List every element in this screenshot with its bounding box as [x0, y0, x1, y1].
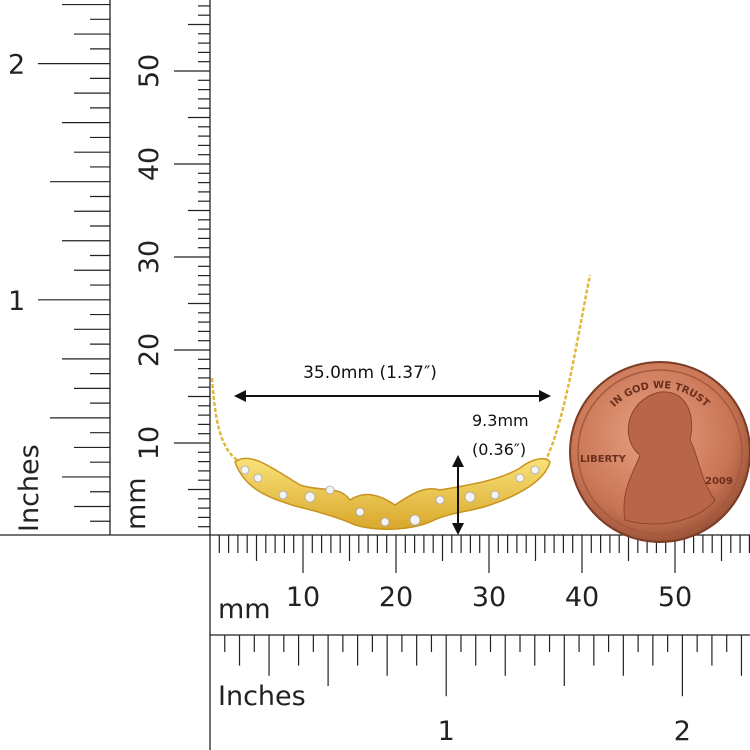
necklace	[210, 274, 592, 531]
coin-year: 2009	[705, 476, 733, 487]
height-label: (0.36″)	[472, 440, 526, 459]
mm-tick-label: 10	[134, 426, 165, 460]
mm-tick-label: 30	[472, 582, 506, 613]
mm-label: mm	[121, 477, 152, 530]
inches-label: Inches	[218, 681, 306, 712]
mm-tick-label: 50	[658, 582, 692, 613]
coin-liberty: LIBERTY	[580, 454, 627, 465]
inch-tick-label: 2	[8, 50, 25, 81]
height-label: 9.3mm	[472, 411, 529, 430]
inch-tick-label: 1	[8, 286, 25, 317]
width-label: 35.0mm (1.37″)	[303, 363, 437, 383]
dimension-arrows	[234, 390, 551, 535]
mm-tick-label: 10	[286, 582, 320, 613]
mm-tick-label: 20	[134, 333, 165, 367]
inch-tick-label: 1	[438, 716, 455, 747]
inch-tick-label: 2	[674, 716, 691, 747]
mm-tick-label: 40	[134, 147, 165, 181]
ruler-ticks	[38, 3, 750, 697]
mm-label: mm	[218, 594, 271, 625]
penny: IN GOD WE TRUST LIBERTY 2009	[569, 361, 750, 543]
mm-tick-label: 50	[134, 54, 165, 88]
inches-label: Inches	[14, 444, 45, 532]
mm-tick-label: 20	[379, 582, 413, 613]
mm-tick-label: 30	[134, 240, 165, 274]
mm-tick-label: 40	[565, 582, 599, 613]
